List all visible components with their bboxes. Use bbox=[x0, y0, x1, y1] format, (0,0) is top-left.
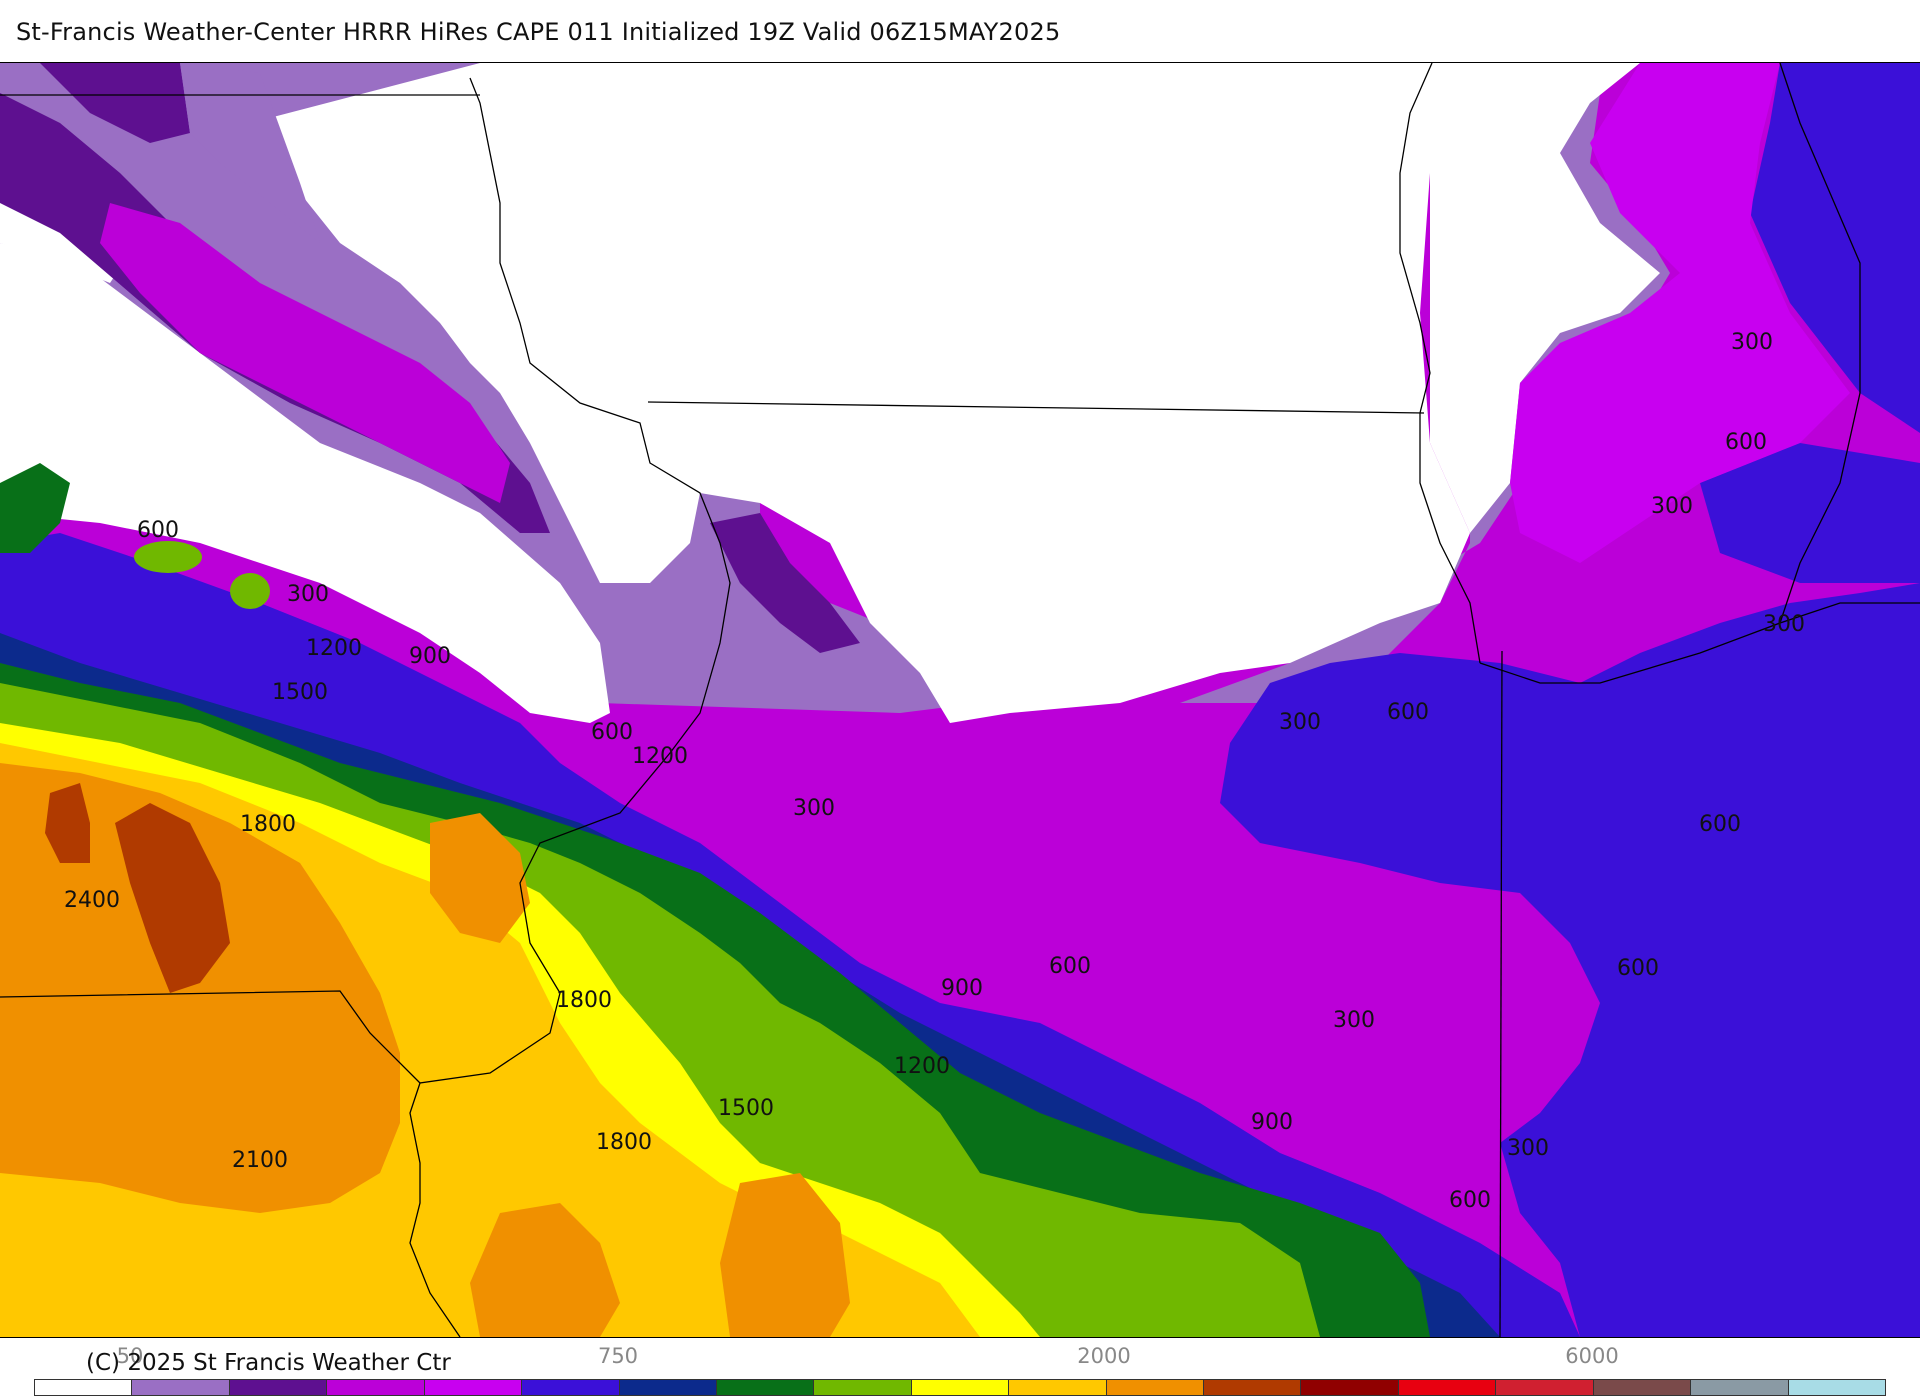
colorbar-tick: 750 bbox=[597, 1344, 639, 1368]
colorbar-swatch bbox=[1496, 1380, 1594, 1395]
cape-band-magenta-nw bbox=[100, 203, 510, 503]
cape-band-orange-s bbox=[470, 1203, 620, 1337]
colorbar-legend: 50 750 2000 6000 (C) 2025 St Francis Wea… bbox=[0, 1336, 1920, 1400]
cape-band-green-nw bbox=[0, 463, 70, 553]
contour-label: 600 bbox=[137, 518, 179, 543]
map-title: St-Francis Weather-Center HRRR HiRes CAP… bbox=[16, 18, 1061, 46]
cape-band-orange-s2 bbox=[720, 1173, 850, 1337]
colorbar-tick-labels: 50 750 2000 6000 bbox=[0, 1344, 1920, 1374]
colorbar-swatch bbox=[1691, 1380, 1789, 1395]
contour-label: 600 bbox=[1725, 430, 1767, 455]
contour-label: 1800 bbox=[556, 988, 612, 1013]
contour-label: 2100 bbox=[232, 1148, 288, 1173]
colorbar-swatch bbox=[619, 1380, 717, 1395]
colorbar-swatch bbox=[1301, 1380, 1399, 1395]
contour-label: 1500 bbox=[718, 1096, 774, 1121]
cape-band-green-blob bbox=[134, 541, 202, 573]
contour-label: 1200 bbox=[306, 636, 362, 661]
cape-map: 600 300 1200 900 1500 600 1200 1800 300 … bbox=[0, 62, 1920, 1338]
contour-label: 300 bbox=[1731, 330, 1773, 355]
colorbar-swatch bbox=[229, 1380, 328, 1395]
colorbar-tick: 6000 bbox=[1565, 1344, 1619, 1368]
contour-label: 600 bbox=[1617, 956, 1659, 981]
cape-band-blue-e2 bbox=[1700, 443, 1920, 583]
cape-band-blue-ne bbox=[1750, 63, 1920, 433]
contour-label: 600 bbox=[1699, 812, 1741, 837]
state-borders bbox=[0, 63, 1920, 1337]
cape-band-dark-purple-nw2 bbox=[40, 63, 190, 143]
contour-label: 300 bbox=[1333, 1008, 1375, 1033]
cape-band-zero-ne bbox=[1430, 63, 1660, 533]
cape-band-brown bbox=[45, 783, 90, 863]
contour-labels: 600 300 1200 900 1500 600 1200 1800 300 … bbox=[64, 330, 1805, 1213]
contour-label: 300 bbox=[1279, 710, 1321, 735]
colorbar-swatch bbox=[327, 1380, 425, 1395]
contour-label: 600 bbox=[1449, 1188, 1491, 1213]
cape-band-green-blob2 bbox=[230, 573, 270, 609]
contour-label: 1200 bbox=[632, 744, 688, 769]
cape-band-brown2 bbox=[115, 803, 230, 993]
cape-band-dark-purple-center bbox=[710, 513, 860, 653]
cape-band-bright-magenta-ne bbox=[1510, 63, 1850, 563]
contour-label: 1800 bbox=[240, 812, 296, 837]
contour-label: 300 bbox=[1507, 1136, 1549, 1161]
contour-label: 600 bbox=[591, 720, 633, 745]
contour-label: 300 bbox=[1651, 494, 1693, 519]
colorbar-swatch bbox=[716, 1380, 815, 1395]
contour-label: 1200 bbox=[894, 1054, 950, 1079]
contour-label: 300 bbox=[1763, 612, 1805, 637]
colorbar-swatch bbox=[522, 1380, 620, 1395]
colorbar-swatch bbox=[132, 1380, 230, 1395]
cape-band-zero-west bbox=[0, 243, 610, 723]
colorbar-swatch bbox=[1398, 1380, 1497, 1395]
cape-band-light-purple-nw bbox=[180, 63, 320, 243]
contour-label: 2400 bbox=[64, 888, 120, 913]
colorbar-swatch bbox=[1593, 1380, 1692, 1395]
colorbar-swatch bbox=[814, 1380, 912, 1395]
contour-label: 900 bbox=[1251, 1110, 1293, 1135]
cape-band-blue-east bbox=[1220, 583, 1920, 1337]
contour-label: 300 bbox=[287, 582, 329, 607]
colorbar-swatch bbox=[1009, 1380, 1107, 1395]
cape-band-zero bbox=[250, 63, 1470, 723]
contour-label: 900 bbox=[941, 976, 983, 1001]
contour-label: 600 bbox=[1387, 700, 1429, 725]
colorbar-tick: 2000 bbox=[1077, 1344, 1131, 1368]
colorbar-swatch bbox=[1204, 1380, 1302, 1395]
colorbar-swatch bbox=[1788, 1380, 1886, 1395]
colorbar bbox=[34, 1379, 1886, 1396]
contour-label: 1500 bbox=[272, 680, 328, 705]
colorbar-swatch bbox=[911, 1380, 1010, 1395]
contour-label: 900 bbox=[409, 644, 451, 669]
contour-label: 600 bbox=[1049, 954, 1091, 979]
colorbar-swatch bbox=[1106, 1380, 1205, 1395]
contour-label: 1800 bbox=[596, 1130, 652, 1155]
copyright-text: (C) 2025 St Francis Weather Ctr bbox=[86, 1350, 451, 1376]
cape-band-orange bbox=[0, 763, 400, 1213]
colorbar-tick: 50 bbox=[116, 1344, 144, 1368]
colorbar-swatch bbox=[424, 1380, 523, 1395]
cape-band-orange-c bbox=[430, 813, 530, 943]
colorbar-swatch bbox=[35, 1380, 133, 1395]
contour-label: 300 bbox=[793, 796, 835, 821]
